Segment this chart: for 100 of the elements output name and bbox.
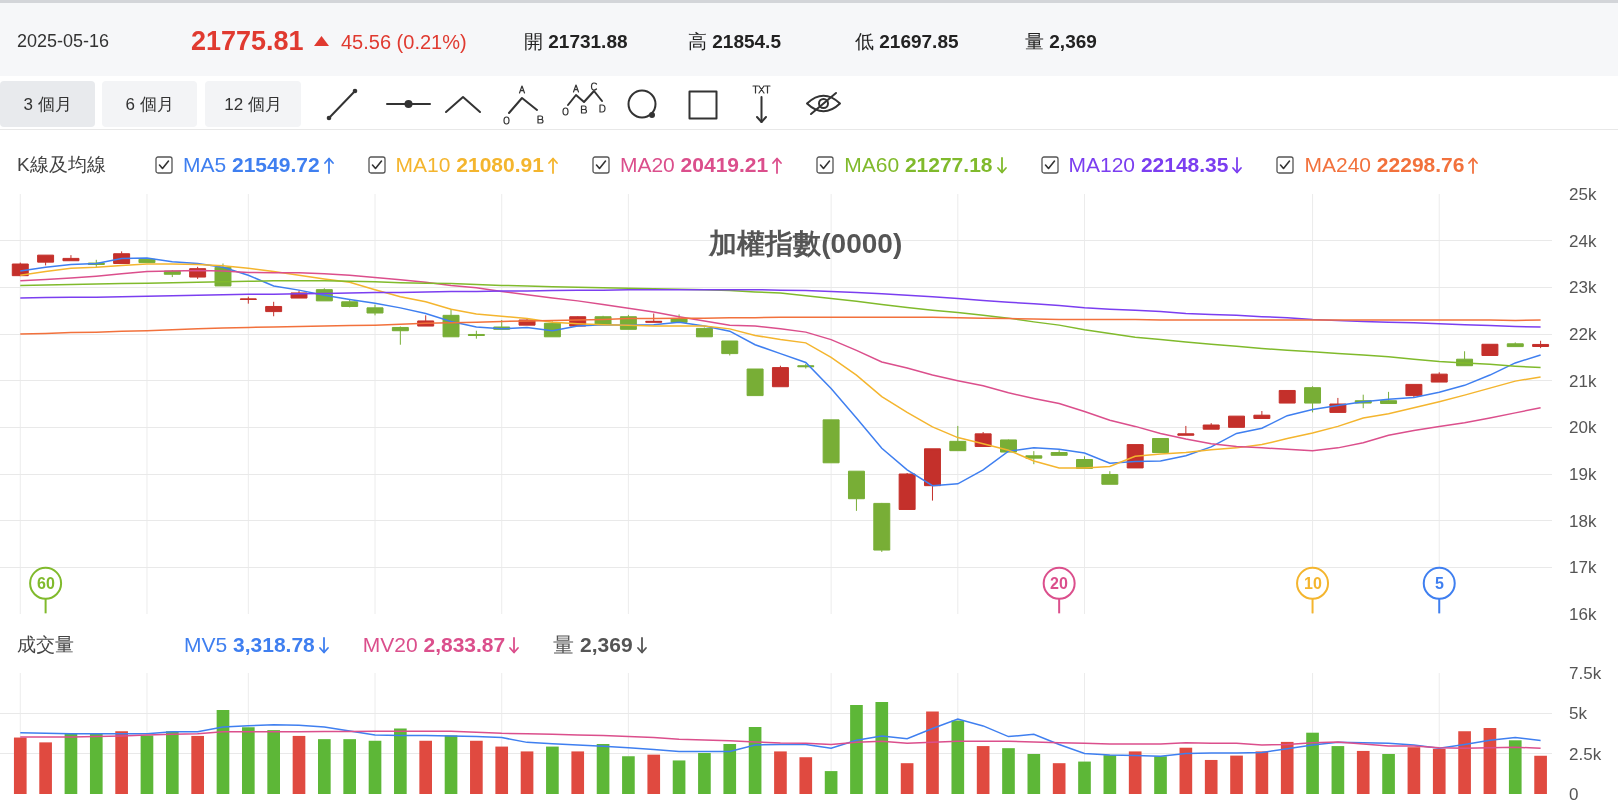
bar	[115, 731, 128, 794]
y-tick-label: 17k	[1569, 558, 1597, 578]
candlestick	[949, 425, 967, 452]
y-tick-label: 2.5k	[1569, 744, 1602, 764]
y-tick-label: 25k	[1569, 184, 1597, 204]
legend-label: MV5 3,318.78	[184, 633, 315, 657]
bar	[495, 746, 509, 794]
candlestick	[37, 254, 55, 266]
candlestick	[1532, 340, 1550, 349]
bar	[622, 756, 635, 794]
line-series	[19, 288, 1542, 328]
text: 2025-05-16	[17, 31, 110, 53]
bar	[1508, 740, 1522, 794]
bar	[394, 728, 407, 794]
candlestick	[1481, 343, 1499, 356]
candlestick	[645, 312, 663, 323]
bar	[1280, 741, 1294, 794]
bar	[774, 751, 787, 794]
candlestick	[898, 472, 916, 510]
text: 低 21697.85	[855, 30, 959, 54]
text: 21775.81	[191, 24, 304, 58]
candlestick	[467, 330, 485, 340]
bar	[1306, 732, 1319, 794]
bar	[1052, 763, 1066, 794]
candlestick	[1025, 450, 1043, 465]
bar	[1255, 751, 1269, 794]
candlestick	[1506, 341, 1524, 348]
bar	[89, 733, 103, 794]
bar	[1078, 761, 1091, 794]
button: 6 個月	[102, 81, 197, 127]
text: MA120 22148.35	[1068, 153, 1229, 177]
bar	[1407, 747, 1421, 794]
bar	[470, 740, 483, 794]
text: MA5 21549.72	[183, 153, 320, 177]
text: 量 2,369	[1025, 30, 1097, 54]
annotation: 10	[1304, 575, 1322, 592]
bar	[647, 754, 661, 794]
candlestick	[923, 448, 941, 502]
bar	[546, 746, 559, 794]
bar	[1331, 746, 1345, 794]
candlestick	[391, 326, 409, 346]
text: MA20 20419.21	[619, 153, 769, 177]
candlestick	[721, 340, 739, 356]
candlestick	[1304, 385, 1322, 413]
candlestick	[1405, 383, 1423, 399]
bar	[318, 739, 331, 794]
y-tick-label: 21k	[1569, 371, 1597, 391]
bar	[1128, 751, 1142, 794]
text: 45.56 (0.21%)	[341, 30, 467, 54]
bar	[64, 733, 78, 794]
candlestick	[771, 365, 789, 388]
bar	[1154, 756, 1167, 794]
bar	[926, 711, 939, 794]
candlestick	[366, 304, 384, 316]
bar	[368, 740, 382, 794]
candlestick	[1228, 415, 1246, 428]
candlestick	[1152, 438, 1169, 454]
y-tick-label: 19k	[1569, 464, 1597, 484]
candlestick	[1177, 425, 1195, 436]
candlestick	[1430, 371, 1448, 383]
bar	[951, 720, 965, 794]
bar	[748, 726, 762, 794]
bar	[900, 763, 914, 794]
y-tick-label: 5k	[1569, 704, 1588, 724]
bar	[1534, 755, 1547, 794]
bar	[698, 753, 711, 794]
bar	[191, 735, 204, 794]
bar	[216, 709, 230, 794]
bar	[596, 743, 610, 794]
text: MA240 22298.76	[1304, 153, 1465, 177]
bar	[444, 735, 458, 794]
y-tick-label: 18k	[1569, 511, 1597, 531]
bar	[13, 737, 27, 794]
candlestick	[1253, 410, 1271, 419]
line-series	[19, 316, 1542, 335]
bar	[1103, 755, 1117, 794]
y-tick-label: 16k	[1569, 604, 1597, 624]
candlestick	[265, 301, 283, 317]
y-tick-label: 23k	[1569, 278, 1597, 298]
bar	[1027, 753, 1041, 794]
line-series	[19, 718, 1542, 757]
candlestick	[746, 368, 764, 397]
bar	[140, 735, 154, 794]
bar	[824, 771, 838, 794]
button: 3 個月	[0, 81, 95, 127]
bar	[672, 760, 686, 794]
bar	[571, 751, 585, 794]
text: 開 21731.88	[524, 30, 628, 54]
bar	[1230, 755, 1243, 794]
bar	[1204, 759, 1218, 794]
bar	[1458, 731, 1471, 794]
bar	[292, 735, 306, 794]
candlestick	[695, 326, 713, 338]
bar	[267, 730, 280, 794]
candlestick	[1050, 449, 1068, 456]
bar	[165, 731, 179, 794]
y-tick-label: 0	[1569, 784, 1579, 804]
annotation: 60	[37, 575, 55, 592]
bar	[1432, 748, 1446, 794]
y-tick-label: 7.5k	[1569, 663, 1602, 683]
